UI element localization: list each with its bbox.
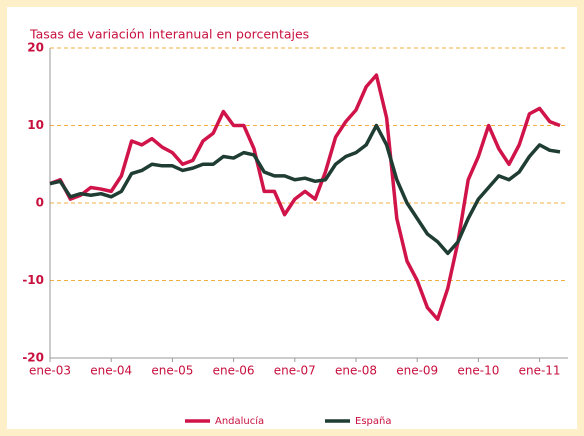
y-tick-label: -20 <box>22 351 44 365</box>
y-tick-label: 10 <box>27 118 44 132</box>
x-tick-label: ene-11 <box>519 364 561 378</box>
series-line <box>49 123 561 256</box>
panel <box>7 7 577 429</box>
x-tick-label: ene-06 <box>213 364 255 378</box>
x-tick-label: ene-09 <box>396 364 438 378</box>
x-tick-label: ene-04 <box>90 364 132 378</box>
x-tick-label: ene-07 <box>274 364 316 378</box>
series-line <box>49 73 561 321</box>
y-tick-label: 20 <box>27 41 44 55</box>
x-tick-label: ene-03 <box>29 364 71 378</box>
x-tick-label: ene-05 <box>151 364 193 378</box>
y-tick-label: 0 <box>36 196 44 210</box>
legend-text: España <box>355 416 391 427</box>
x-tick-label: ene-10 <box>457 364 499 378</box>
legend-text: Andalucía <box>215 415 264 427</box>
x-tick-label: ene-08 <box>335 364 377 378</box>
chart-title: Tasas de variación interanual en porcent… <box>29 27 309 42</box>
y-tick-label: -10 <box>22 273 44 287</box>
